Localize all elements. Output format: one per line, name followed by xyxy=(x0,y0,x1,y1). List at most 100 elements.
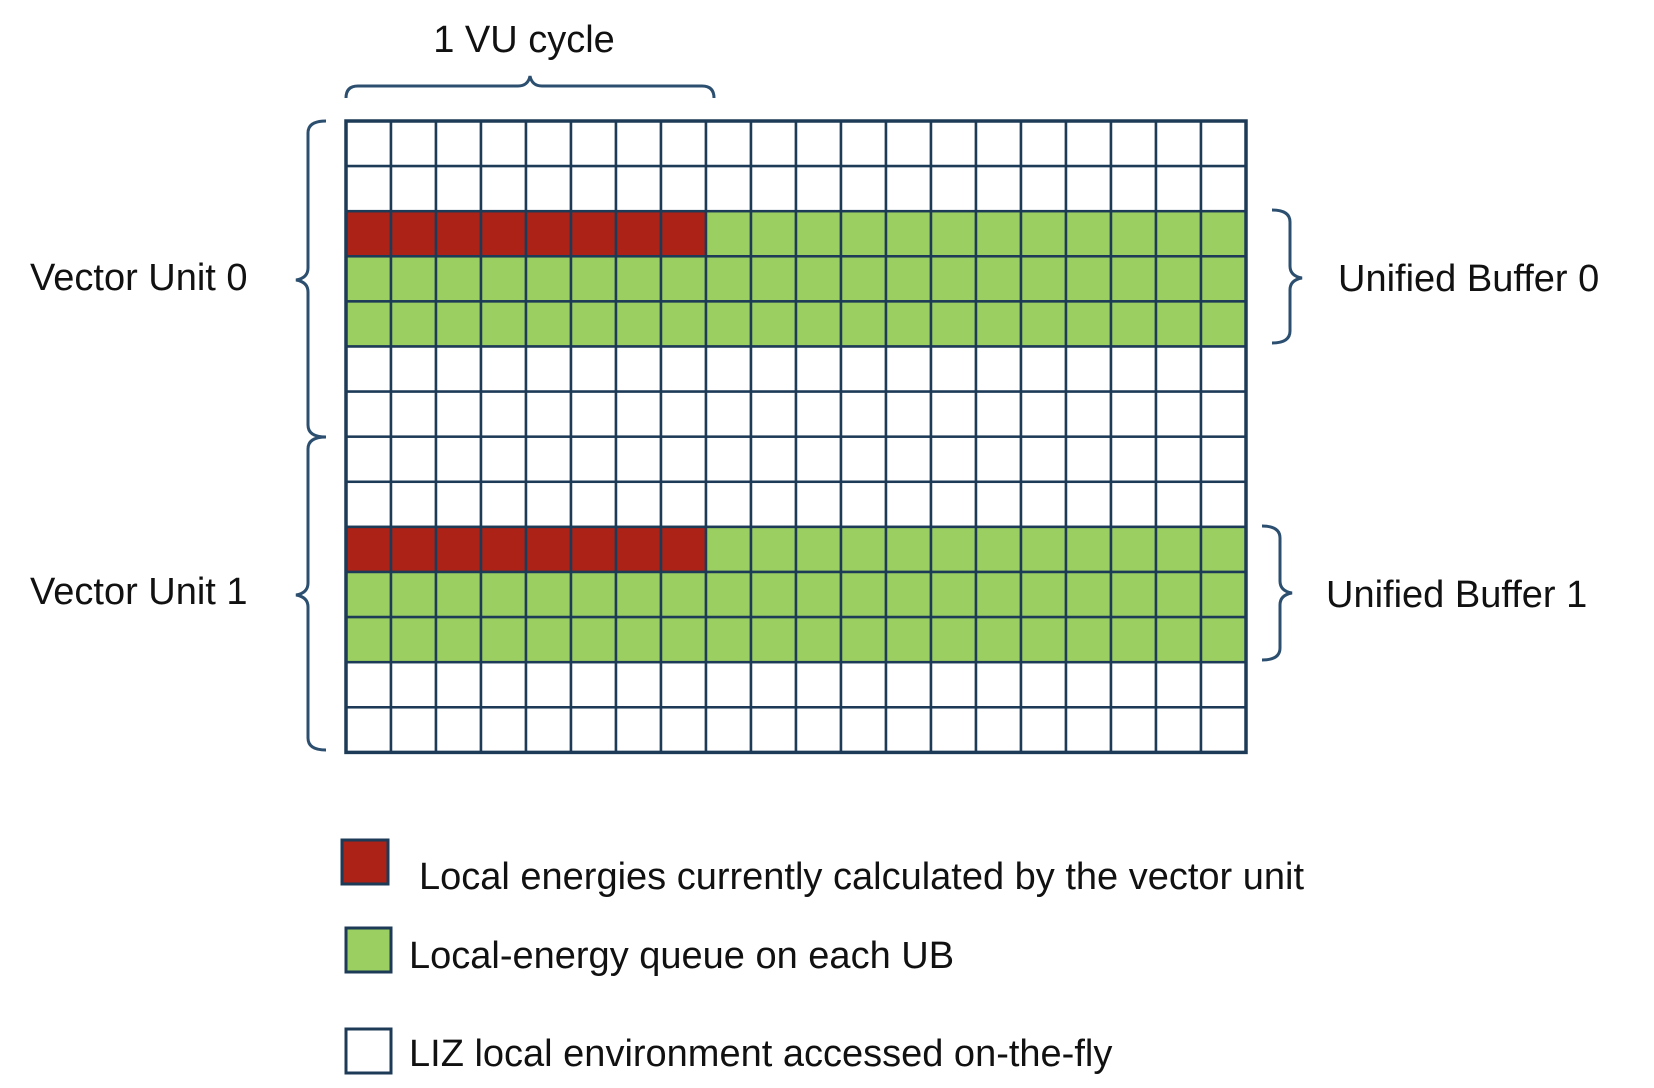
grid-cell-empty xyxy=(1199,119,1248,168)
grid-cell-empty xyxy=(344,345,393,393)
grid-cell-queue xyxy=(1109,525,1158,574)
grid-cell-empty xyxy=(1064,345,1113,393)
grid-cell-queue xyxy=(749,300,798,348)
grid-cell-queue xyxy=(344,570,393,619)
grid-cell-queue xyxy=(1154,615,1203,664)
grid-cell-queue xyxy=(659,300,708,348)
grid-cell-empty xyxy=(1109,480,1158,529)
legend-text-compute: Local energies currently calculated by t… xyxy=(419,856,1304,898)
grid-cell-queue xyxy=(1019,615,1068,664)
grid-cell-compute xyxy=(344,525,393,574)
grid-cell-queue xyxy=(704,615,753,664)
grid-cell-queue xyxy=(794,525,843,574)
grid-cell-queue xyxy=(479,615,528,664)
grid-cell-queue xyxy=(1199,570,1248,619)
grid-cell-empty xyxy=(749,164,798,213)
grid-cell-empty xyxy=(704,119,753,168)
grid-cell-empty xyxy=(839,435,888,484)
grid-cell-queue xyxy=(794,570,843,619)
grid-cell-queue xyxy=(1064,300,1113,348)
grid-cell-empty xyxy=(1154,390,1203,438)
grid-cell-empty xyxy=(704,480,753,529)
grid-cell-empty xyxy=(479,164,528,213)
grid-cell-empty xyxy=(929,164,978,213)
grid-cell-queue xyxy=(1199,255,1248,303)
grid-cell-empty xyxy=(434,706,483,754)
grid-cell-queue xyxy=(974,209,1023,258)
grid-cell-queue xyxy=(1109,255,1158,303)
grid-cell-empty xyxy=(1109,345,1158,393)
grid-cell-empty xyxy=(614,480,663,529)
grid-cell-queue xyxy=(659,615,708,664)
grid-cell-queue xyxy=(479,255,528,303)
grid-cell-empty xyxy=(524,660,573,709)
grid-cell-empty xyxy=(1064,660,1113,709)
grid-cell-queue xyxy=(344,300,393,348)
grid-cell-empty xyxy=(794,706,843,754)
grid-cell-empty xyxy=(794,345,843,393)
grid-cell-empty xyxy=(344,435,393,484)
grid-cell-queue xyxy=(1019,570,1068,619)
grid-cell-empty xyxy=(1019,706,1068,754)
grid-cell-empty xyxy=(1154,119,1203,168)
grid-cell-empty xyxy=(974,345,1023,393)
grid-cell-empty xyxy=(1154,345,1203,393)
grid-cell-empty xyxy=(389,164,438,213)
grid-cell-empty xyxy=(434,164,483,213)
grid-cell-queue xyxy=(434,570,483,619)
grid-cell-queue xyxy=(839,300,888,348)
grid-cell-empty xyxy=(569,480,618,529)
grid-cell-queue xyxy=(1199,209,1248,258)
grid-cell-queue xyxy=(929,570,978,619)
grid-cell-queue xyxy=(569,255,618,303)
grid-cell-queue xyxy=(569,570,618,619)
grid-cell-empty xyxy=(1199,435,1248,484)
grid-cell-compute xyxy=(659,525,708,574)
grid-cell-empty xyxy=(434,345,483,393)
grid-cell-empty xyxy=(614,706,663,754)
grid-cell-queue xyxy=(389,570,438,619)
grid-cell-empty xyxy=(1019,435,1068,484)
grid-cell-queue xyxy=(389,615,438,664)
grid-cell-queue xyxy=(1064,615,1113,664)
grid-cell-queue xyxy=(749,570,798,619)
grid-cell-empty xyxy=(794,480,843,529)
grid-cell-empty xyxy=(344,119,393,168)
grid-cell-queue xyxy=(1109,300,1158,348)
grid-cell-empty xyxy=(479,345,528,393)
unified-buffer-0-brace xyxy=(1271,208,1303,345)
grid-cell-empty xyxy=(839,390,888,438)
vector-unit-1-brace xyxy=(295,435,327,752)
grid-cell-empty xyxy=(659,345,708,393)
grid-cell-empty xyxy=(1019,390,1068,438)
grid-cell-queue xyxy=(524,570,573,619)
grid-cell-empty xyxy=(614,660,663,709)
grid-cell-queue xyxy=(614,255,663,303)
grid-cell-empty xyxy=(974,435,1023,484)
grid-cell-empty xyxy=(344,480,393,529)
grid-cell-queue xyxy=(839,209,888,258)
grid-cell-empty xyxy=(1109,706,1158,754)
grid-cell-empty xyxy=(389,390,438,438)
grid-cell-empty xyxy=(1019,345,1068,393)
grid-cell-empty xyxy=(749,480,798,529)
grid-cell-empty xyxy=(434,435,483,484)
grid-cell-empty xyxy=(614,435,663,484)
grid-cell-empty xyxy=(614,345,663,393)
unified-buffer-1-label: Unified Buffer 1 xyxy=(1326,574,1587,616)
grid-cell-empty xyxy=(1064,164,1113,213)
grid-cell-empty xyxy=(479,390,528,438)
grid-cell-empty xyxy=(1064,435,1113,484)
grid-cell-queue xyxy=(704,525,753,574)
grid-cell-queue xyxy=(524,615,573,664)
grid-cell-compute xyxy=(614,209,663,258)
grid-cell-queue xyxy=(884,300,933,348)
grid-cell-empty xyxy=(1154,435,1203,484)
grid-cell-compute xyxy=(389,209,438,258)
grid-cell-empty xyxy=(569,660,618,709)
grid-cell-empty xyxy=(839,164,888,213)
grid-cell-empty xyxy=(1019,660,1068,709)
grid-cell-empty xyxy=(1199,345,1248,393)
grid-cell-empty xyxy=(749,345,798,393)
grid-cell-empty xyxy=(1064,480,1113,529)
